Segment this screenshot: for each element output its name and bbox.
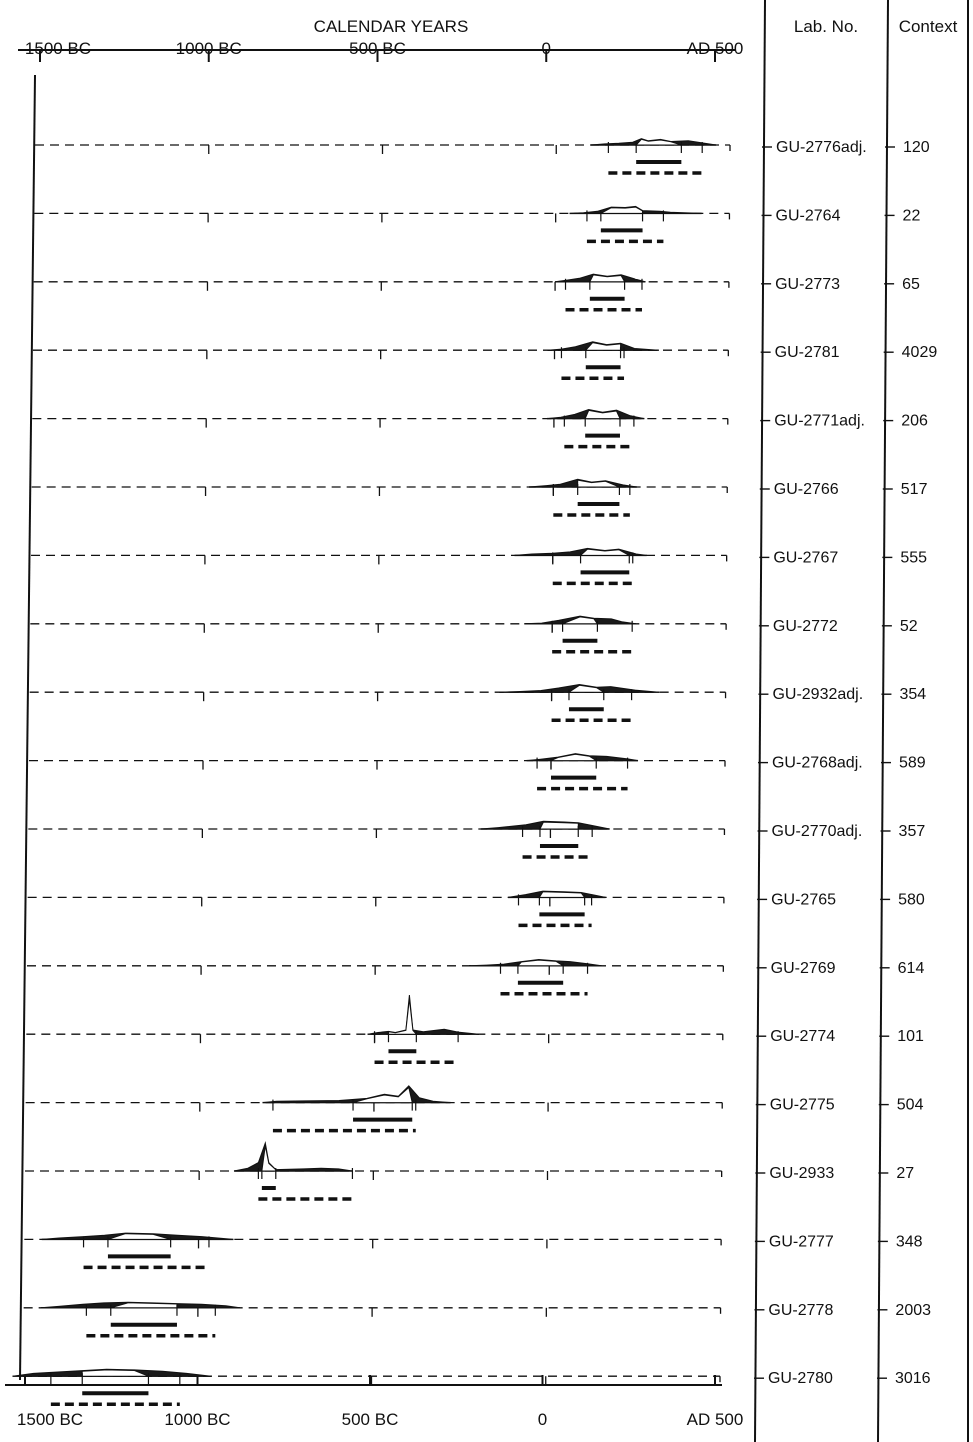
top-axis-ticks: 1500 BC 1000 BC 500 BC 0 AD 500 [25,39,743,62]
lab-number: GU-2767 [773,549,838,566]
lab-number: GU-2764 [776,207,841,224]
context-number: 101 [897,1028,924,1045]
context-number: 354 [899,686,926,703]
top-tick-label: 500 BC [349,39,406,58]
axis-title: CALENDAR YEARS [314,17,469,36]
context-number: 4029 [902,344,938,361]
sample-row: GU-2933 27 [24,1141,914,1201]
lab-column-header: Lab. No. [794,17,858,36]
context-number: 2003 [895,1302,931,1319]
sample-row: GU-2780 3016 [12,1368,931,1406]
lab-number: GU-2773 [775,276,840,293]
context-number: 52 [900,618,918,635]
lab-number: GU-2765 [771,891,836,908]
top-tick-label: 1500 BC [25,39,91,58]
lab-number: GU-2775 [770,1097,835,1114]
context-number: 589 [899,755,926,772]
one-sigma-region [577,479,620,488]
context-number: 517 [901,481,928,498]
bottom-tick-label: AD 500 [687,1410,744,1429]
lab-number: GU-2933 [769,1165,834,1182]
sample-row: GU-2774 101 [26,994,924,1064]
probability-distribution [233,1141,353,1172]
context-number: 3016 [895,1370,931,1387]
sample-row: GU-2764 22 [34,205,921,244]
one-sigma-region [538,891,586,898]
top-tick-label: AD 500 [687,39,744,58]
context-number: 504 [897,1097,924,1114]
left-axis-line [19,74,36,1381]
sample-row: GU-2766 517 [31,478,928,517]
lab-number: GU-2932adj. [772,686,863,703]
lab-number: GU-2769 [771,960,836,977]
lab-number: GU-2781 [775,344,840,361]
sample-row: GU-2777 348 [24,1232,923,1270]
bottom-tick-label: 1500 BC [17,1410,83,1429]
one-sigma-region [567,684,606,693]
one-sigma-region [516,959,565,967]
one-sigma-region [81,1369,149,1377]
lab-number: GU-2776adj. [776,139,867,156]
lab-number: GU-2768adj. [772,755,863,772]
sample-row: GU-2765 580 [27,890,925,928]
lab-number: GU-2770adj. [772,823,863,840]
probability-distribution [262,1085,451,1104]
one-sigma-region [107,1233,171,1240]
bottom-tick-label: 1000 BC [164,1410,230,1429]
sample-row: GU-2932adj. 354 [29,683,926,722]
sample-row: GU-2767 555 [30,547,927,586]
context-number: 555 [900,549,927,566]
context-number: 614 [898,960,925,977]
context-column-divider [877,0,889,1442]
context-number: 22 [903,207,921,224]
context-number: 357 [899,823,926,840]
top-tick-label: 1000 BC [176,39,242,58]
lab-number: GU-2777 [769,1233,834,1250]
one-sigma-region [550,753,598,762]
lab-number: GU-2772 [773,618,838,635]
probability-distribution [367,994,480,1035]
sample-row: GU-2772 52 [30,615,918,654]
sample-rows: GU-2776adj. 120 GU-2764 22 GU-2773 65 GU-2781 4… [12,138,938,1406]
one-sigma-region [589,274,626,283]
one-sigma-region [584,342,622,351]
context-number: 348 [896,1233,923,1250]
sample-row: GU-2773 65 [33,273,920,312]
lab-number: GU-2780 [768,1370,833,1387]
sample-row: GU-2769 614 [26,958,925,996]
one-sigma-region [584,409,621,420]
one-sigma-region [387,998,418,1035]
bottom-axis-ticks: 1500 BC 1000 BC 500 BC 0 AD 500 [17,1375,743,1429]
one-sigma-region [562,616,599,625]
sample-row: GU-2775 504 [25,1085,924,1133]
lab-column-divider [754,0,766,1442]
top-tick-label: 0 [542,39,551,58]
lab-number: GU-2771adj. [774,413,865,430]
sample-row: GU-2781 4029 [32,341,938,380]
sample-row: GU-2768adj. 589 [28,753,926,791]
one-sigma-region [539,821,579,830]
one-sigma-region [579,548,630,556]
lab-number: GU-2778 [768,1302,833,1319]
context-number: 580 [898,891,925,908]
one-sigma-region [261,1145,277,1172]
sample-row: GU-2776adj. 120 [35,138,930,175]
sample-row: GU-2778 2003 [23,1301,931,1338]
context-number: 206 [901,413,928,430]
sample-row: GU-2771adj. 206 [32,408,928,449]
bottom-tick-label: 0 [538,1410,547,1429]
one-sigma-region [352,1086,413,1104]
one-sigma-region [110,1302,178,1309]
context-number: 65 [902,276,920,293]
context-number: 27 [896,1165,914,1182]
context-number: 120 [903,139,930,156]
lab-number: GU-2766 [774,481,839,498]
bottom-tick-label: 500 BC [342,1410,399,1429]
context-column-header: Context [899,17,958,36]
sample-row: GU-2770adj. 357 [28,820,926,859]
lab-number: GU-2774 [770,1028,835,1045]
